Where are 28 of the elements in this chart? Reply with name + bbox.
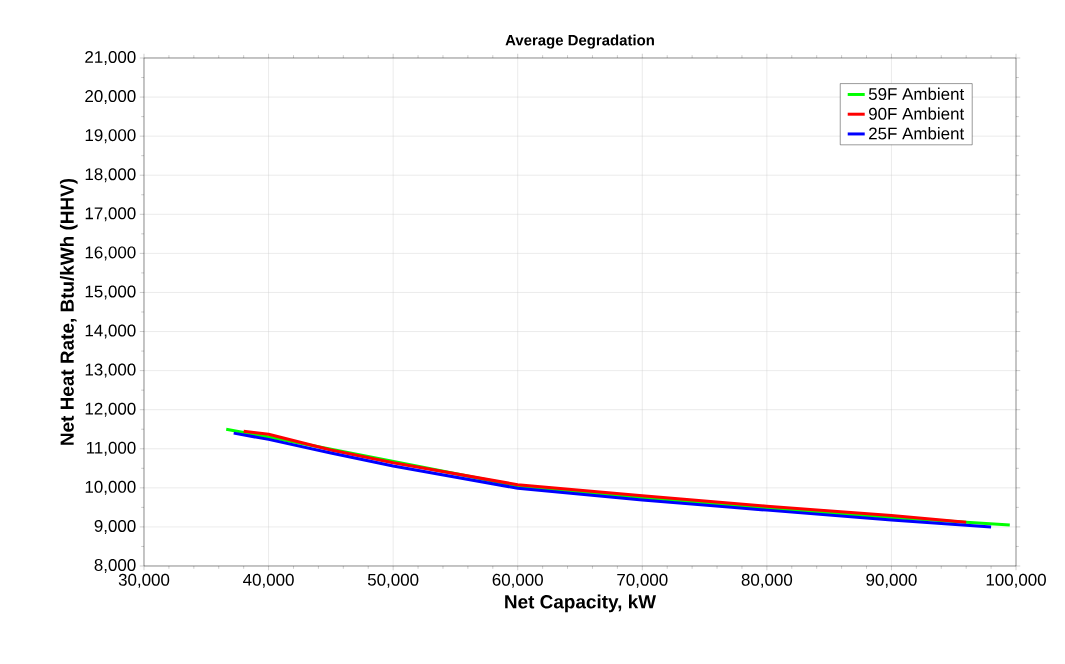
- x-tick-label: 70,000: [617, 573, 668, 588]
- y-tick-label: 19,000: [85, 129, 136, 144]
- x-tick-label: 90,000: [866, 573, 917, 588]
- y-tick-label: 10,000: [85, 480, 136, 495]
- x-tick-label: 50,000: [367, 573, 419, 588]
- y-tick-label: 8,000: [94, 559, 136, 573]
- y-tick-label: 14,000: [85, 324, 136, 339]
- y-tick-label: 16,000: [85, 246, 136, 261]
- x-tick-label: 40,000: [243, 573, 294, 588]
- x-tick-label: 30,000: [118, 573, 170, 588]
- legend-label: 90F Ambient: [869, 107, 965, 120]
- legend-label: 59F Ambient: [868, 87, 965, 101]
- y-tick-label: 9,000: [94, 519, 136, 534]
- x-tick-label: 100,000: [986, 573, 1046, 588]
- chart-title: Average Degradation: [505, 34, 654, 49]
- y-tick-label: 12,000: [85, 402, 136, 417]
- y-tick-label: 21,000: [85, 51, 136, 65]
- y-tick-label: 13,000: [85, 363, 136, 378]
- y-tick-label: 15,000: [85, 285, 136, 300]
- y-tick-label: 20,000: [85, 90, 136, 105]
- y-tick-label: 11,000: [86, 441, 136, 456]
- y-axis-title: Net Heat Rate, Btu/kWh (HHV): [59, 178, 78, 445]
- y-tick-label: 17,000: [85, 207, 136, 222]
- legend-label: 25F Ambient: [869, 127, 965, 140]
- x-tick-label: 60,000: [492, 573, 543, 588]
- x-tick-label: 80,000: [741, 573, 793, 588]
- x-axis-title: Net Capacity, kW: [505, 594, 657, 613]
- y-tick-label: 18,000: [85, 168, 136, 183]
